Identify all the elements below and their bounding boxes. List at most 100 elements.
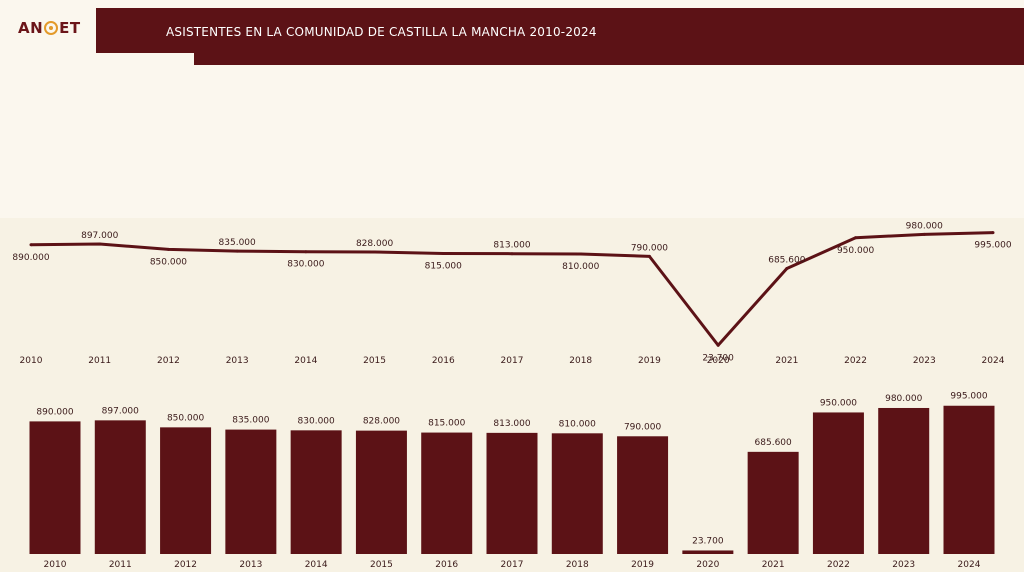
line-point	[304, 250, 308, 254]
line-point	[510, 252, 514, 256]
line-point	[579, 252, 583, 256]
line-data-label: 830.000	[287, 260, 324, 270]
line-x-tick: 2013	[226, 356, 249, 366]
bar-data-label: 828.000	[363, 417, 400, 427]
logo-container: AN ET	[0, 0, 98, 58]
bar-data-label: 830.000	[298, 416, 335, 426]
logo[interactable]: AN ET	[18, 19, 81, 37]
target-ring-icon	[44, 21, 59, 35]
bar-x-tick: 2024	[958, 560, 981, 570]
bar-x-tick: 2023	[892, 560, 915, 570]
line-data-label: 828.000	[356, 239, 393, 249]
bar-x-tick: 2010	[44, 560, 67, 570]
bar-data-label: 995.000	[950, 392, 987, 402]
line-data-label: 23.700	[702, 353, 734, 363]
bar-x-tick: 2018	[566, 560, 589, 570]
line-point	[98, 242, 102, 246]
bar-chart: 890.000 2010 897.000 2011 850.000 2012 835.000…	[29, 392, 995, 570]
line-point	[647, 254, 651, 258]
bar	[812, 412, 864, 554]
line-x-tick: 2017	[501, 356, 524, 366]
line-point	[166, 247, 170, 251]
bar	[160, 427, 212, 554]
bar-data-label: 685.600	[755, 438, 792, 448]
bar-x-tick: 2017	[501, 560, 524, 570]
bar-x-tick: 2019	[631, 560, 654, 570]
line-data-label: 897.000	[81, 231, 118, 241]
bar	[355, 430, 407, 554]
bar	[225, 429, 277, 554]
bar	[747, 451, 799, 554]
line-x-tick: 2019	[638, 356, 661, 366]
page-title: ASISTENTES EN LA COMUNIDAD DE CASTILLA L…	[166, 25, 597, 39]
bar	[486, 432, 538, 554]
line-x-tick: 2015	[363, 356, 386, 366]
bar-x-tick: 2013	[239, 560, 262, 570]
line-data-label: 815.000	[425, 261, 462, 271]
line-data-label: 835.000	[219, 238, 256, 248]
bar-data-label: 813.000	[493, 419, 530, 429]
line-point	[785, 266, 789, 270]
line-data-label: 813.000	[493, 241, 530, 251]
line-data-label: 995.000	[974, 241, 1011, 251]
line-x-tick: 2018	[569, 356, 592, 366]
bar-x-tick: 2012	[174, 560, 197, 570]
line-data-label: 950.000	[837, 246, 874, 256]
line-point	[854, 236, 858, 240]
line-x-tick: 2020	[707, 356, 730, 366]
bar-x-tick: 2011	[109, 560, 132, 570]
line-point	[235, 249, 239, 253]
bar-x-tick: 2021	[762, 560, 785, 570]
line-point	[29, 243, 33, 247]
line-x-tick: 2010	[20, 356, 43, 366]
bar-data-label: 815.000	[428, 419, 465, 429]
bar-data-label: 850.000	[167, 413, 204, 423]
line-data-label: 810.000	[562, 262, 599, 272]
line-point	[991, 231, 995, 235]
bar	[94, 420, 146, 554]
bar	[421, 432, 473, 554]
line-point	[716, 343, 720, 347]
bar-x-tick: 2015	[370, 560, 393, 570]
line-x-tick: 2021	[775, 356, 798, 366]
bar	[551, 433, 603, 554]
line-point	[373, 250, 377, 254]
bar-data-label: 980.000	[885, 394, 922, 404]
bar-data-label: 890.000	[36, 407, 73, 417]
line-data-label: 685.600	[768, 255, 805, 265]
line-x-tick: 2012	[157, 356, 180, 366]
bar-data-label: 810.000	[559, 419, 596, 429]
line-point	[441, 251, 445, 255]
line-x-tick: 2024	[982, 356, 1005, 366]
line-x-tick: 2014	[294, 356, 317, 366]
bar-x-tick: 2016	[435, 560, 458, 570]
line-data-label: 850.000	[150, 257, 187, 267]
bar	[943, 405, 995, 554]
line-point	[922, 232, 926, 236]
line-data-label: 980.000	[906, 221, 943, 231]
bar	[290, 430, 342, 554]
logo-text-left: AN	[18, 19, 44, 37]
line-x-tick: 2011	[88, 356, 111, 366]
bar-data-label: 897.000	[102, 406, 139, 416]
bar-x-tick: 2022	[827, 560, 850, 570]
bar	[878, 407, 930, 554]
bar-x-tick: 2014	[305, 560, 328, 570]
bar-data-label: 23.700	[692, 536, 724, 546]
bar-data-label: 835.000	[232, 416, 269, 426]
line-data-label: 790.000	[631, 243, 668, 253]
bar-x-tick: 2020	[696, 560, 719, 570]
bar	[29, 421, 81, 554]
line-x-tick: 2016	[432, 356, 455, 366]
bar-data-label: 950.000	[820, 398, 857, 408]
line-x-tick: 2022	[844, 356, 867, 366]
bar-data-label: 790.000	[624, 422, 661, 432]
title-banner-extension	[194, 53, 1024, 65]
logo-text-right: ET	[59, 19, 81, 37]
line-data-label: 890.000	[12, 253, 49, 263]
line-x-tick: 2023	[913, 356, 936, 366]
bar	[682, 550, 734, 554]
title-banner	[96, 8, 1024, 53]
bar	[617, 436, 669, 554]
line-chart: 890.000 2010 897.000 2011 850.000 2012 835.000…	[12, 221, 1011, 366]
